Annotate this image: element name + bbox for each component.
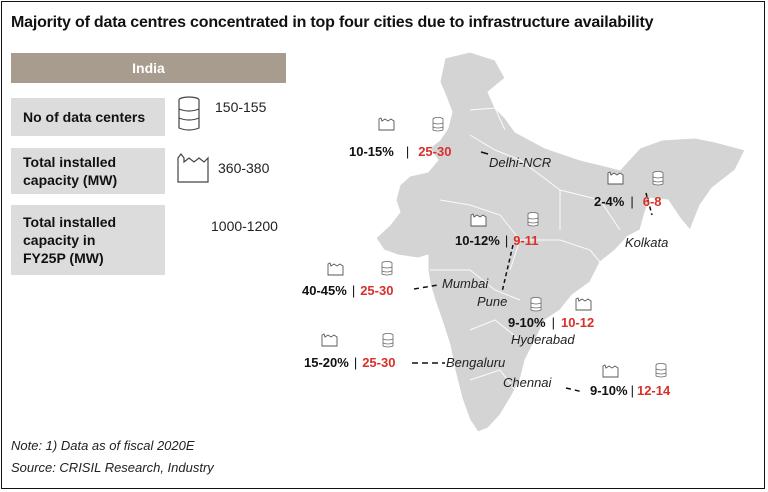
city-label-hyderabad: Hyderabad: [511, 332, 575, 347]
database-icon: [527, 212, 539, 227]
city-stat-delhi: 10-15% | 25-30: [349, 144, 452, 159]
factory-icon: [470, 213, 487, 227]
source-note: Source: CRISIL Research, Industry: [11, 460, 214, 475]
stat-label-text: capacity in: [23, 232, 96, 248]
stat-label-data-centers: No of data centers: [11, 98, 165, 136]
city-label-bengaluru: Bengaluru: [446, 355, 506, 370]
database-icon: [432, 117, 444, 132]
stat-value-installed-capacity: 360-380: [218, 160, 270, 176]
stat-value-fy25-capacity: 1000-1200: [211, 218, 278, 234]
city-label-delhi: Delhi-NCR: [489, 155, 552, 170]
city-stat-chennai: 9-10% | 12-14: [590, 383, 671, 398]
factory-icon: [327, 262, 344, 276]
stat-label-text: FY25P (MW): [23, 250, 104, 266]
factory-icon: [607, 171, 624, 185]
india-header: India: [11, 53, 286, 83]
stat-value-data-centers: 150-155: [215, 99, 267, 115]
city-stat-mumbai: 40-45% | 25-30: [302, 283, 394, 298]
footnote: Note: 1) Data as of fiscal 2020E: [11, 438, 195, 453]
factory-icon: [602, 364, 619, 378]
stat-label-fy25-capacity: Total installed capacity in FY25P (MW): [11, 205, 165, 275]
stat-label-text: No of data centers: [23, 109, 146, 125]
database-icon: [655, 363, 667, 378]
stat-label-installed-capacity: Total installed capacity (MW): [11, 148, 165, 194]
figure-title: Majority of data centres concentrated in…: [11, 14, 654, 31]
city-stat-hyderabad: 9-10% | 10-12: [508, 315, 595, 330]
city-stat-bengaluru: 15-20% | 25-30: [304, 355, 396, 370]
database-icon: [178, 96, 200, 131]
factory-icon: [575, 297, 592, 311]
stat-label-text: Total installed: [23, 154, 117, 170]
city-label-pune: Pune: [477, 294, 508, 309]
database-icon: [530, 297, 542, 312]
factory-icon: [378, 117, 395, 131]
factory-icon: [177, 153, 209, 183]
stat-label-text: Total installed: [23, 214, 117, 230]
city-stat-pune: 10-12% | 9-11: [455, 233, 539, 248]
city-label-mumbai: Mumbai: [442, 276, 489, 291]
stat-label-text: capacity (MW): [23, 172, 118, 188]
city-stat-kolkata: 2-4% | 6-8: [594, 194, 662, 209]
city-label-chennai: Chennai: [503, 375, 552, 390]
city-label-kolkata: Kolkata: [625, 235, 669, 250]
database-icon: [652, 171, 664, 186]
factory-icon: [321, 333, 338, 347]
database-icon: [382, 333, 394, 348]
database-icon: [381, 261, 393, 276]
